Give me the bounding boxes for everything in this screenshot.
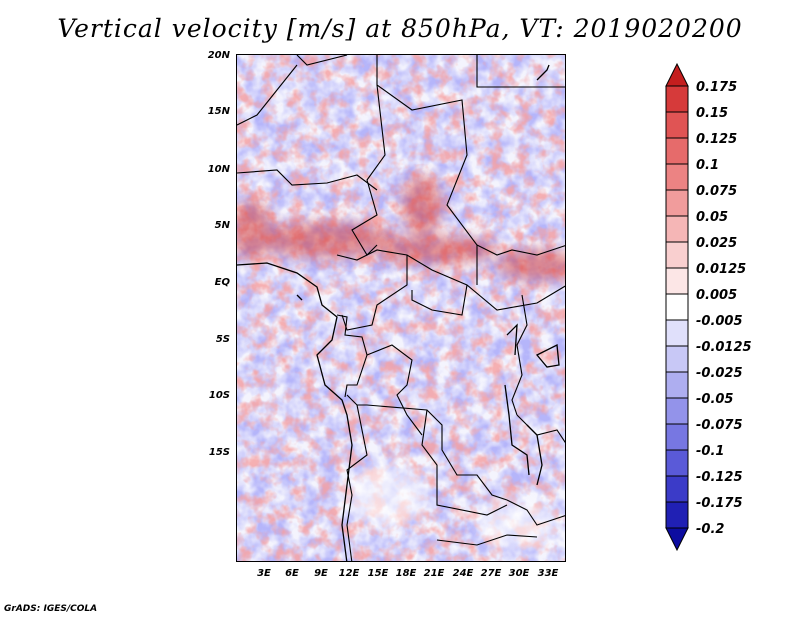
lon-label-30e: 30E <box>508 568 530 579</box>
colorbar-label: 0.0125 <box>696 262 747 277</box>
colorbar-label: -0.2 <box>696 522 725 537</box>
colorbar-arrow-top <box>665 62 689 87</box>
colorbar-label: 0.075 <box>696 184 738 199</box>
colorbar-swatch <box>665 267 689 295</box>
colorbar-label: 0.025 <box>696 236 738 251</box>
colorbar-label: -0.125 <box>696 470 743 485</box>
colorbar-label: -0.075 <box>696 418 743 433</box>
lat-label-15n: 15N <box>207 106 230 117</box>
colorbar-swatch <box>665 423 689 451</box>
colorbar-swatch <box>665 501 689 529</box>
colorbar <box>665 62 689 552</box>
colorbar-swatch <box>665 371 689 399</box>
map-panel <box>236 54 566 562</box>
lat-label-5n: 5N <box>214 220 230 231</box>
colorbar-label: 0.175 <box>696 80 738 95</box>
colorbar-label: -0.0125 <box>696 340 752 355</box>
colorbar-label: 0.05 <box>696 210 729 225</box>
lon-label-33e: 33E <box>537 568 559 579</box>
colorbar-swatch <box>665 189 689 217</box>
colorbar-swatch <box>665 293 689 321</box>
colorbar-swatch <box>665 215 689 243</box>
colorbar-swatch <box>665 397 689 425</box>
lon-label-24e: 24E <box>452 568 474 579</box>
lon-label-6e: 6E <box>285 568 299 579</box>
lat-label-5s: 5S <box>215 334 230 345</box>
colorbar-label: -0.175 <box>696 496 743 511</box>
vertical-velocity-map <box>237 55 565 561</box>
colorbar-swatch <box>665 137 689 165</box>
lat-label-10s: 10S <box>208 390 230 401</box>
colorbar-label: 0.15 <box>696 106 729 121</box>
colorbar-label: -0.005 <box>696 314 743 329</box>
coastline <box>237 64 560 561</box>
map-title: Vertical velocity [m/s] at 850hPa, VT: 2… <box>57 14 743 43</box>
country-borders <box>237 55 565 561</box>
lon-label-18e: 18E <box>395 568 417 579</box>
colorbar-label: 0.005 <box>696 288 738 303</box>
colorbar-swatch <box>665 475 689 503</box>
lon-label-12e: 12E <box>338 568 360 579</box>
lat-label-10n: 10N <box>207 164 230 175</box>
colorbar-label: 0.1 <box>696 158 720 173</box>
weak-patches <box>347 465 557 550</box>
colorbar-swatch <box>665 319 689 347</box>
lat-label-eq: EQ <box>214 277 230 288</box>
lon-label-15e: 15E <box>367 568 389 579</box>
lon-label-3e: 3E <box>257 568 271 579</box>
rising-band <box>237 175 565 281</box>
colorbar-swatch <box>665 163 689 191</box>
colorbar-swatch <box>665 449 689 477</box>
colorbar-label: -0.05 <box>696 392 734 407</box>
colorbar-label: -0.025 <box>696 366 743 381</box>
lat-label-20n: 20N <box>207 50 230 61</box>
lon-label-27e: 27E <box>480 568 502 579</box>
colorbar-arrow-bottom <box>665 527 689 552</box>
colorbar-swatch <box>665 345 689 373</box>
colorbar-swatch <box>665 85 689 113</box>
lon-label-21e: 21E <box>423 568 445 579</box>
lat-label-15s: 15S <box>208 447 230 458</box>
lon-label-9e: 9E <box>314 568 328 579</box>
grads-credit: GrADS: IGES/COLA <box>4 604 98 614</box>
colorbar-label: -0.1 <box>696 444 725 459</box>
colorbar-label: 0.125 <box>696 132 738 147</box>
colorbar-swatch <box>665 111 689 139</box>
colorbar-swatch <box>665 241 689 269</box>
